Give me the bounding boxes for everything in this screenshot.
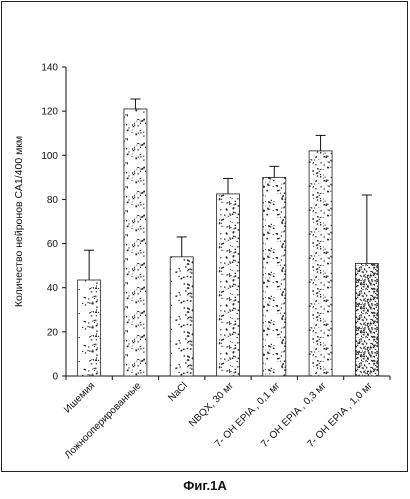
x-category-label: NBQX, 30 мг	[187, 380, 236, 429]
y-tick-label: 0	[52, 372, 58, 383]
y-tick-label: 100	[41, 151, 58, 162]
bar	[124, 109, 147, 376]
y-tick-label: 140	[41, 63, 58, 74]
y-tick-labels: 0 20 40 60 80 100 120 140	[41, 63, 58, 383]
bar	[217, 194, 240, 376]
y-tick-label: 40	[47, 283, 59, 294]
error-bar	[316, 135, 326, 150]
y-tick-label: 80	[47, 195, 59, 206]
bar	[309, 151, 332, 376]
bar	[170, 257, 193, 376]
error-bar	[84, 250, 94, 280]
error-bar	[269, 166, 279, 177]
error-bar	[130, 99, 140, 109]
bar	[78, 280, 101, 376]
bar	[263, 177, 286, 376]
y-tick-label: 120	[41, 107, 58, 118]
x-category-label: Ложнооперированные	[63, 380, 144, 461]
bar	[355, 263, 378, 376]
figure-frame: 0 20 40 60 80 100 120 140 ИшемияЛожнооперирован…	[1, 1, 408, 472]
error-bar	[362, 195, 372, 263]
y-tick-label: 60	[47, 239, 59, 250]
y-axis-title: Количество нейронов СА1/400 мкм	[13, 136, 25, 307]
figure-caption: Фиг.1А	[0, 478, 410, 493]
x-category-label: Ишемия	[62, 380, 97, 415]
error-bar	[177, 237, 187, 257]
x-category-label: NaCl	[166, 380, 190, 404]
y-tick-label: 20	[47, 327, 59, 338]
x-category-labels: ИшемияЛожнооперированныеNaClNBQX, 30 мг7…	[62, 380, 375, 461]
error-bar	[223, 178, 233, 193]
bar-chart: 0 20 40 60 80 100 120 140 ИшемияЛожнооперирован…	[2, 2, 409, 473]
bars	[78, 109, 379, 376]
